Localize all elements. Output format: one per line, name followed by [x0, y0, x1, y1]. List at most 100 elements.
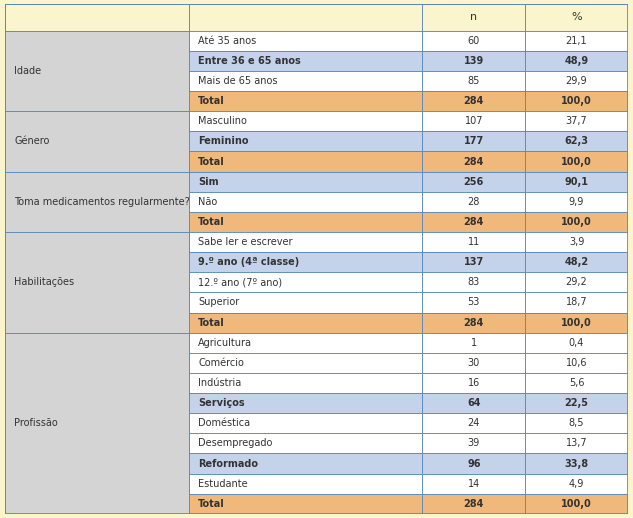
Text: 24: 24: [468, 418, 480, 428]
Text: 107: 107: [465, 116, 483, 126]
Bar: [5, 171, 189, 232]
Text: 9.º ano (4ª classe): 9.º ano (4ª classe): [198, 257, 299, 267]
Text: Entre 36 e 65 anos: Entre 36 e 65 anos: [198, 56, 301, 66]
Bar: [525, 4, 628, 31]
Bar: [5, 232, 189, 333]
Text: 4,9: 4,9: [569, 479, 584, 488]
Bar: [525, 494, 628, 514]
Text: Total: Total: [198, 217, 225, 227]
Text: Total: Total: [198, 96, 225, 106]
Text: Doméstica: Doméstica: [198, 418, 250, 428]
Text: 100,0: 100,0: [561, 318, 592, 327]
Text: 53: 53: [468, 297, 480, 308]
Text: 16: 16: [468, 378, 480, 388]
Bar: [189, 373, 422, 393]
Bar: [189, 434, 422, 453]
Bar: [525, 292, 628, 312]
Text: Sabe ler e escrever: Sabe ler e escrever: [198, 237, 292, 247]
Text: 30: 30: [468, 358, 480, 368]
Bar: [189, 192, 422, 212]
Text: %: %: [571, 12, 582, 22]
Bar: [422, 212, 525, 232]
Bar: [5, 333, 189, 514]
Text: Desempregado: Desempregado: [198, 438, 273, 449]
Text: 100,0: 100,0: [561, 96, 592, 106]
Text: 29,2: 29,2: [566, 277, 587, 287]
Bar: [422, 132, 525, 151]
Text: Total: Total: [198, 156, 225, 166]
Bar: [422, 4, 525, 31]
Bar: [422, 413, 525, 434]
Text: Toma medicamentos regularmente?: Toma medicamentos regularmente?: [15, 197, 190, 207]
Bar: [525, 373, 628, 393]
Bar: [5, 4, 189, 31]
Bar: [422, 91, 525, 111]
Bar: [422, 353, 525, 373]
Bar: [422, 111, 525, 132]
Bar: [189, 111, 422, 132]
Text: 256: 256: [463, 177, 484, 186]
Bar: [525, 353, 628, 373]
Bar: [189, 413, 422, 434]
Text: 12.º ano (7º ano): 12.º ano (7º ano): [198, 277, 282, 287]
Text: 37,7: 37,7: [566, 116, 587, 126]
Bar: [189, 91, 422, 111]
Bar: [189, 31, 422, 51]
Bar: [525, 31, 628, 51]
Bar: [189, 473, 422, 494]
Bar: [189, 171, 422, 192]
Bar: [422, 333, 525, 353]
Text: 48,2: 48,2: [565, 257, 589, 267]
Bar: [189, 393, 422, 413]
Text: Feminino: Feminino: [198, 136, 249, 147]
Text: 28: 28: [468, 197, 480, 207]
Text: 18,7: 18,7: [566, 297, 587, 308]
Text: 11: 11: [468, 237, 480, 247]
Bar: [422, 373, 525, 393]
Bar: [422, 453, 525, 473]
Text: Serviços: Serviços: [198, 398, 245, 408]
Text: Total: Total: [198, 318, 225, 327]
Bar: [422, 232, 525, 252]
Text: 284: 284: [463, 499, 484, 509]
Text: 22,5: 22,5: [565, 398, 589, 408]
Text: 284: 284: [463, 156, 484, 166]
Bar: [422, 71, 525, 91]
Text: 48,9: 48,9: [565, 56, 589, 66]
Text: 62,3: 62,3: [565, 136, 589, 147]
Bar: [422, 434, 525, 453]
Bar: [189, 71, 422, 91]
Bar: [422, 312, 525, 333]
Bar: [422, 51, 525, 71]
Text: 60: 60: [468, 36, 480, 46]
Text: 10,6: 10,6: [566, 358, 587, 368]
Text: 9,9: 9,9: [569, 197, 584, 207]
Text: 100,0: 100,0: [561, 499, 592, 509]
Bar: [525, 111, 628, 132]
Text: Total: Total: [198, 499, 225, 509]
Text: Género: Género: [15, 136, 50, 147]
Bar: [189, 51, 422, 71]
Text: 1: 1: [471, 338, 477, 348]
Text: 139: 139: [463, 56, 484, 66]
Text: 284: 284: [463, 96, 484, 106]
Text: Profissão: Profissão: [15, 418, 58, 428]
Text: 0,4: 0,4: [569, 338, 584, 348]
Bar: [525, 473, 628, 494]
Bar: [525, 393, 628, 413]
Bar: [525, 91, 628, 111]
Bar: [189, 132, 422, 151]
Bar: [189, 252, 422, 272]
Text: Sim: Sim: [198, 177, 219, 186]
Text: Até 35 anos: Até 35 anos: [198, 36, 256, 46]
Bar: [525, 151, 628, 171]
Text: 29,9: 29,9: [566, 76, 587, 86]
Bar: [525, 51, 628, 71]
Text: Comércio: Comércio: [198, 358, 244, 368]
Bar: [189, 272, 422, 292]
Bar: [422, 393, 525, 413]
Text: Indústria: Indústria: [198, 378, 241, 388]
Text: 177: 177: [463, 136, 484, 147]
Bar: [525, 71, 628, 91]
Text: 39: 39: [468, 438, 480, 449]
